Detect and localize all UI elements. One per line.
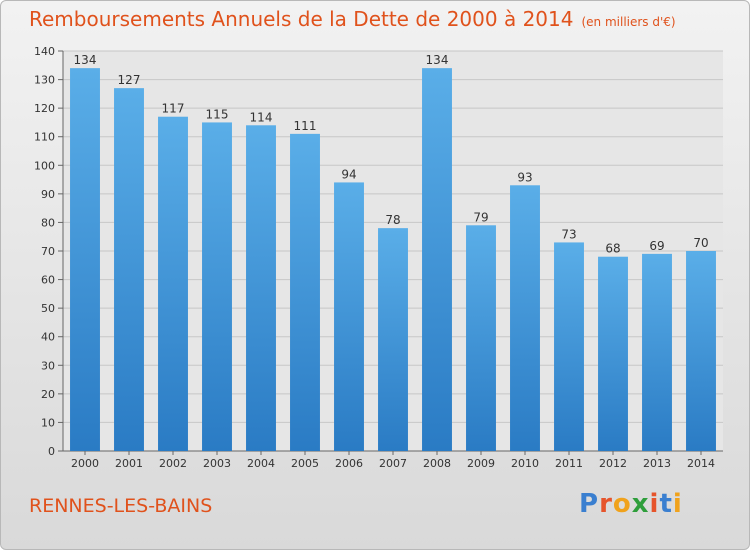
y-tick-label: 60 [41, 274, 55, 287]
bar [114, 88, 144, 452]
x-tick-label: 2000 [71, 457, 99, 470]
y-tick-label: 140 [34, 45, 55, 58]
bar [378, 228, 408, 451]
y-tick-label: 130 [34, 74, 55, 87]
x-tick-label: 2004 [247, 457, 275, 470]
bar [554, 242, 584, 451]
x-tick-label: 2007 [379, 457, 407, 470]
y-tick-label: 10 [41, 416, 55, 429]
y-tick-label: 100 [34, 159, 55, 172]
x-tick-label: 2001 [115, 457, 143, 470]
logo-letter: o [612, 489, 632, 519]
bar-value-label: 79 [473, 210, 488, 224]
bar [202, 122, 232, 451]
bar [642, 253, 672, 451]
bar [246, 125, 276, 452]
bar-value-label: 73 [561, 227, 576, 241]
y-tick-label: 120 [34, 102, 55, 115]
bar [334, 182, 364, 451]
bar-value-label: 117 [162, 102, 185, 116]
bar-value-label: 134 [426, 53, 449, 67]
bar [290, 133, 320, 451]
bar [598, 256, 628, 451]
bar-value-label: 94 [341, 167, 356, 181]
bar-value-label: 114 [250, 110, 273, 124]
y-tick-label: 20 [41, 388, 55, 401]
bar-value-label: 78 [385, 213, 400, 227]
y-tick-label: 80 [41, 216, 55, 229]
x-tick-label: 2002 [159, 457, 187, 470]
logo-letter: i [649, 489, 660, 519]
x-tick-label: 2008 [423, 457, 451, 470]
x-tick-label: 2006 [335, 457, 363, 470]
bar-value-label: 127 [118, 73, 141, 87]
bar [466, 225, 496, 451]
x-tick-label: 2009 [467, 457, 495, 470]
logo-letter: P [579, 489, 600, 519]
y-tick-label: 50 [41, 302, 55, 315]
chart-title: Remboursements Annuels de la Dette de 20… [29, 7, 676, 31]
bar [422, 68, 452, 452]
y-tick-label: 70 [41, 245, 55, 258]
logo-letter: r [599, 489, 613, 519]
bar [158, 116, 188, 451]
chart-subtitle: (en milliers d'€) [581, 15, 676, 29]
x-tick-label: 2014 [687, 457, 715, 470]
x-tick-label: 2003 [203, 457, 231, 470]
bar [510, 185, 540, 452]
y-tick-label: 30 [41, 359, 55, 372]
bar-value-label: 68 [605, 242, 620, 256]
chart-title-main: Remboursements Annuels de la Dette de 20… [29, 7, 574, 31]
bar-value-label: 70 [693, 236, 708, 250]
x-tick-label: 2013 [643, 457, 671, 470]
y-tick-label: 0 [48, 445, 55, 458]
x-tick-label: 2010 [511, 457, 539, 470]
y-tick-label: 110 [34, 131, 55, 144]
bar [70, 68, 100, 452]
bar-value-label: 115 [206, 107, 229, 121]
bar-value-label: 93 [517, 170, 532, 184]
bar-value-label: 111 [294, 119, 317, 133]
y-tick-label: 40 [41, 331, 55, 344]
x-tick-label: 2005 [291, 457, 319, 470]
y-tick-label: 90 [41, 188, 55, 201]
proxiti-logo: Proxiti [579, 489, 683, 519]
bar-value-label: 69 [649, 239, 664, 253]
bar [686, 251, 716, 451]
logo-letter: i [672, 489, 683, 519]
logo-letter: t [659, 489, 673, 519]
x-tick-label: 2012 [599, 457, 627, 470]
bar-value-label: 134 [74, 53, 97, 67]
x-tick-label: 2011 [555, 457, 583, 470]
logo-letter: x [631, 489, 650, 519]
place-name: RENNES-LES-BAINS [29, 495, 213, 517]
